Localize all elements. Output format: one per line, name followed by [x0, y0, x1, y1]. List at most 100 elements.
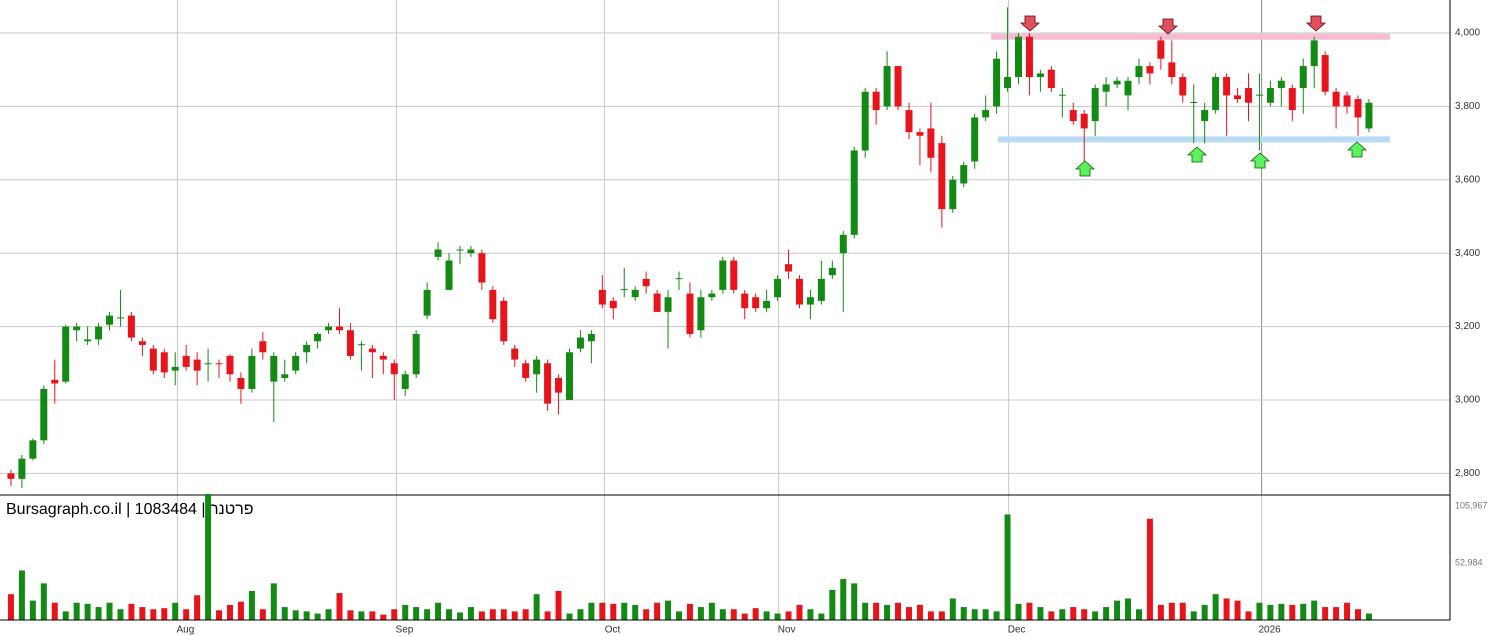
down-arrow — [1019, 15, 1041, 32]
y-tick-label: 4,000 — [1455, 28, 1480, 39]
volume-bar — [183, 609, 190, 620]
candle-body — [752, 297, 760, 309]
up-arrow — [1346, 141, 1368, 158]
volume-bar — [927, 611, 934, 620]
volume-bar — [708, 602, 715, 620]
candle-body — [193, 359, 201, 371]
candle-body — [106, 315, 114, 325]
candle-body — [1266, 88, 1274, 103]
candle-body — [927, 128, 935, 158]
volume-bar — [1103, 607, 1110, 620]
volume-bar — [807, 609, 814, 620]
volume-bar — [610, 603, 617, 620]
volume-bar — [763, 611, 770, 620]
candle-body — [1004, 77, 1012, 89]
volume-bar — [435, 602, 442, 620]
y-tick-label: 2,800 — [1455, 468, 1480, 479]
candle-body — [839, 234, 847, 254]
candle-body — [1277, 80, 1285, 89]
volume-bar — [1092, 611, 1099, 620]
volume-bar — [281, 607, 288, 620]
candle-body — [795, 278, 803, 305]
y-tick-label: 3,400 — [1455, 248, 1480, 259]
volume-bar — [862, 602, 869, 620]
volume-bar — [402, 604, 409, 620]
volume-bar — [391, 609, 398, 620]
candle-body — [1124, 80, 1132, 96]
candle-body — [500, 300, 508, 342]
candle-body — [1113, 80, 1121, 85]
candle-body — [325, 326, 333, 331]
volume-bar — [686, 603, 693, 620]
candle-body — [938, 143, 946, 210]
volume-bar — [117, 609, 124, 620]
candle-body — [1146, 66, 1154, 74]
volume-bar — [106, 602, 113, 620]
candle-body — [1058, 94, 1066, 96]
candle-body — [828, 267, 836, 276]
volume-bar — [1278, 603, 1285, 620]
volume-bar — [1070, 607, 1077, 620]
volume-bar — [1289, 604, 1296, 620]
candle-body — [1288, 88, 1296, 111]
volume-bar — [621, 602, 628, 620]
candle-body — [401, 374, 409, 389]
candle-body — [171, 366, 179, 371]
volume-bar — [226, 604, 233, 620]
y-tick-label: 3,000 — [1455, 395, 1480, 406]
volume-bar — [1267, 604, 1274, 620]
volume-bar — [161, 608, 168, 620]
volume-bar — [905, 607, 912, 620]
candle-body — [390, 363, 398, 375]
x-tick-label: Nov — [778, 625, 796, 636]
volume-bar — [1245, 611, 1252, 620]
candle-body — [127, 315, 135, 338]
candle-body — [116, 317, 124, 319]
volume-bar — [588, 602, 595, 620]
candle-body — [1190, 102, 1198, 104]
volume-bar — [884, 604, 891, 620]
signal-arrows — [1019, 15, 1368, 177]
volume-bar — [1365, 613, 1372, 620]
volume-bar — [829, 589, 836, 620]
volume-bar — [697, 607, 704, 620]
volume-bar — [719, 609, 726, 620]
volume-bar — [1004, 514, 1011, 620]
candle-body — [565, 352, 573, 400]
candle-body — [51, 379, 59, 384]
volume-bar — [478, 611, 485, 620]
candle-body — [160, 352, 168, 373]
candle-body — [1157, 40, 1165, 59]
volume-bar — [566, 613, 573, 620]
volume-bar — [1168, 602, 1175, 620]
volume-bar — [555, 590, 562, 620]
candle-body — [774, 278, 782, 298]
candle-body — [182, 355, 190, 367]
candle-body — [489, 289, 497, 320]
candle-body — [226, 355, 234, 375]
candle-body — [1255, 94, 1263, 96]
candle-body — [1135, 66, 1143, 78]
volume-bar — [1212, 594, 1219, 620]
volume-bar — [446, 609, 453, 620]
volume-bar — [774, 613, 781, 620]
candle-body — [303, 344, 311, 353]
volume-bar — [1048, 611, 1055, 620]
candle-body — [872, 91, 880, 111]
volume-bar — [971, 609, 978, 620]
down-arrow — [1305, 15, 1327, 32]
volume-bar — [303, 611, 310, 620]
volume-bar — [424, 609, 431, 620]
candle-body — [40, 388, 48, 441]
candle-body — [686, 293, 694, 334]
candle-body — [423, 289, 431, 316]
candle-body — [1234, 95, 1242, 100]
candle-body — [763, 300, 771, 309]
volume-bar — [1125, 598, 1132, 620]
volume-bar — [489, 609, 496, 620]
candle-body — [1025, 36, 1033, 78]
volume-bar — [150, 609, 157, 620]
chart-title: Bursagraph.co.il | 1083484 | פרטנר — [6, 501, 254, 518]
candle-body — [609, 300, 617, 309]
